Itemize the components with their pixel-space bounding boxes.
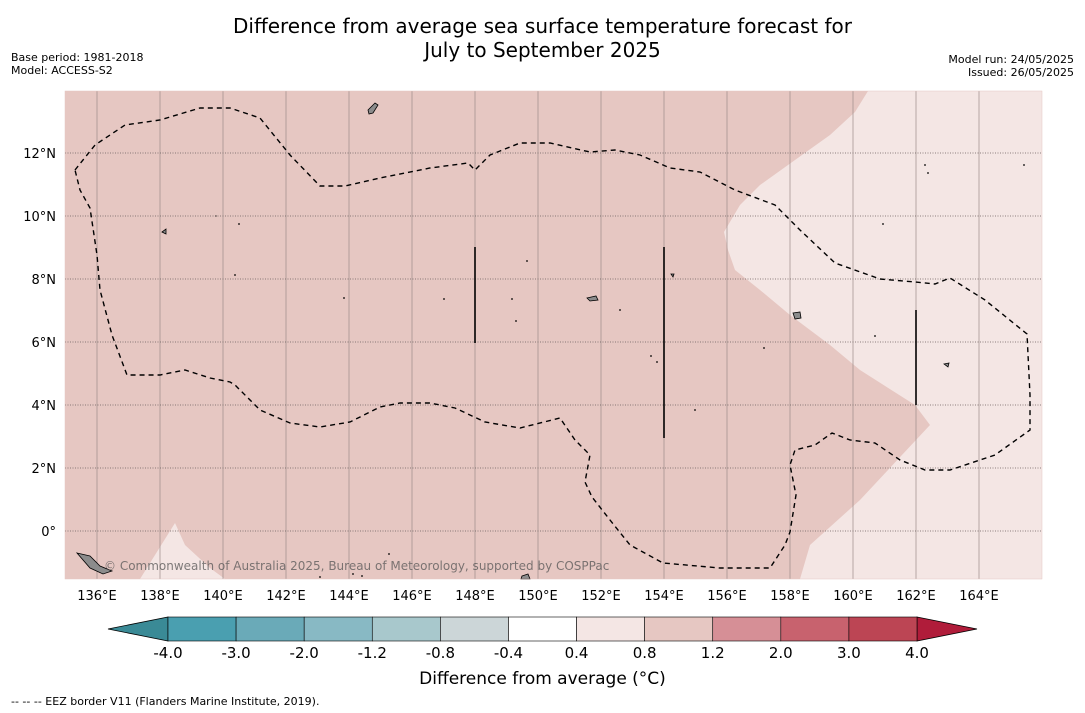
colorbar-segment — [576, 616, 645, 642]
colorbar-tick-label: -1.2 — [358, 644, 387, 662]
map-frame — [64, 90, 1043, 580]
copyright-text: © Commonwealth of Australia 2025, Bureau… — [104, 559, 609, 573]
colorbar-segment — [235, 616, 305, 642]
footnote: -- -- -- EEZ border V11 (Flanders Marine… — [11, 695, 320, 708]
lon-tick: 154°E — [644, 589, 684, 604]
colorbar-segment — [508, 616, 577, 642]
lon-tick: 160°E — [833, 589, 873, 604]
parallel-lines — [65, 152, 1042, 532]
lat-tick-labels: 12°N 10°N 8°N 6°N 4°N 2°N 0° — [23, 147, 56, 540]
lon-tick: 142°E — [266, 589, 306, 604]
meta-right: Model run: 24/05/2025 Issued: 26/05/2025 — [948, 53, 1074, 79]
model-run: Model run: 24/05/2025 — [948, 53, 1074, 66]
chart-title: Difference from average sea surface temp… — [0, 14, 1085, 62]
colorbar-segment — [371, 616, 441, 642]
lon-tick: 158°E — [770, 589, 810, 604]
lat-tick: 6°N — [32, 336, 57, 351]
colorbar-under-arrow — [107, 616, 169, 642]
colorbar-segment — [848, 616, 918, 642]
boundary-segments — [474, 247, 917, 438]
colorbar-tick-label: -2.0 — [290, 644, 319, 662]
colorbar-segment — [644, 616, 714, 642]
lon-tick-labels: 136°E 138°E 140°E 142°E 144°E 146°E 148°… — [77, 589, 999, 604]
colorbar-tick-label: -0.8 — [426, 644, 455, 662]
lon-tick: 156°E — [707, 589, 747, 604]
lat-tick: 8°N — [32, 273, 57, 288]
colorbar-over-arrow — [916, 616, 978, 642]
lat-tick: 10°N — [23, 210, 56, 225]
lon-tick: 152°E — [581, 589, 621, 604]
colorbar-tick-label: 3.0 — [837, 644, 861, 662]
islands — [75, 102, 950, 580]
lat-tick: 0° — [41, 525, 56, 540]
model-name: Model: ACCESS-S2 — [11, 64, 113, 77]
lon-tick: 140°E — [203, 589, 243, 604]
colorbar: -4.0 -3.0 -2.0 -1.2 -0.8 -0.4 0.4 0.8 1.2 2.0 3.0 4… — [107, 616, 978, 662]
colorbar-tick-label: 4.0 — [905, 644, 929, 662]
colorbar-segment — [303, 616, 373, 642]
lon-tick: 150°E — [518, 589, 558, 604]
colorbar-tick-label: 0.8 — [633, 644, 657, 662]
lon-tick: 136°E — [77, 589, 117, 604]
colorbar-tick-label: 2.0 — [769, 644, 793, 662]
colorbar-segment — [167, 616, 237, 642]
base-period: Base period: 1981-2018 — [11, 51, 144, 64]
colorbar-tick-label: -4.0 — [153, 644, 182, 662]
anomaly-region-moderate — [724, 91, 1042, 579]
atoll-dots — [215, 164, 1025, 578]
issued-date: Issued: 26/05/2025 — [967, 66, 1074, 79]
colorbar-segment — [712, 616, 782, 642]
anomaly-region-moderate-sw — [140, 523, 225, 579]
lon-tick: 138°E — [140, 589, 180, 604]
title-line-1: Difference from average sea surface temp… — [232, 14, 852, 38]
eez-border — [74, 107, 1031, 569]
colorbar-segment — [440, 616, 509, 642]
lat-tick: 2°N — [32, 462, 57, 477]
lon-tick: 162°E — [896, 589, 936, 604]
lat-tick: 4°N — [32, 399, 57, 414]
lon-tick: 144°E — [329, 589, 369, 604]
colorbar-tick-label: -0.4 — [494, 644, 523, 662]
colorbar-title: Difference from average (°C) — [419, 669, 666, 689]
lon-tick: 148°E — [455, 589, 495, 604]
colorbar-tick-label: 0.4 — [565, 644, 589, 662]
meta-left: Base period: 1981-2018 Model: ACCESS-S2 — [11, 51, 143, 77]
lat-tick: 12°N — [23, 147, 56, 162]
colorbar-tick-label: 1.2 — [701, 644, 725, 662]
lon-tick: 164°E — [959, 589, 999, 604]
lon-tick: 146°E — [392, 589, 432, 604]
colorbar-segment — [780, 616, 850, 642]
colorbar-tick-label: -3.0 — [221, 644, 250, 662]
title-line-2: July to September 2025 — [424, 38, 661, 62]
